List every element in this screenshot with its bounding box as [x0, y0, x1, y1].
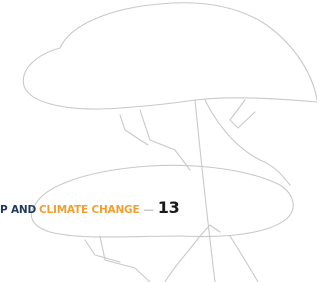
tree-illustration [0, 0, 317, 282]
page-number: 13 [158, 199, 180, 217]
header-prefix: P AND [0, 201, 36, 219]
page: {"header": {"prefix": "P AND", "highligh… [0, 0, 317, 282]
header-separator: — [143, 201, 153, 219]
header-highlight: CLIMATE CHANGE [39, 201, 139, 219]
